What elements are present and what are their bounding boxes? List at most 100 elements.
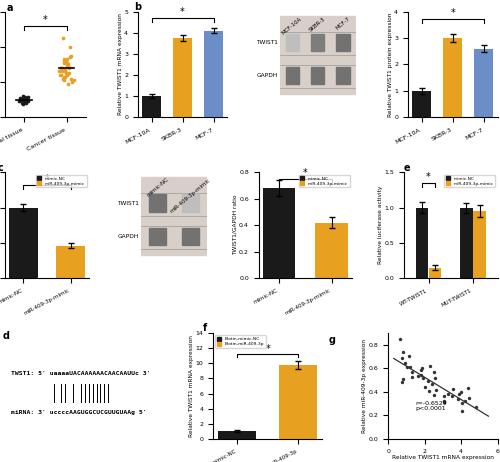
Point: [454, 395, 462, 402]
Bar: [336, 34, 349, 51]
Text: *: *: [266, 344, 270, 353]
Point: [418, 364, 426, 371]
Point: [458, 408, 466, 415]
Point: [60, 55, 68, 63]
Point: [424, 377, 432, 384]
Point: [68, 79, 76, 86]
Point: [24, 93, 32, 101]
Point: [408, 369, 416, 376]
Text: SKBR-3: SKBR-3: [308, 16, 327, 33]
Bar: [280, 365, 318, 439]
Bar: [280, 16, 355, 94]
Point: [61, 68, 69, 75]
Point: [22, 95, 30, 103]
Point: [62, 57, 70, 65]
Bar: [56, 246, 85, 278]
Point: [20, 95, 28, 102]
Point: [22, 96, 30, 103]
Text: g: g: [328, 335, 335, 345]
Text: MCF-7: MCF-7: [335, 16, 351, 31]
Point: [440, 398, 448, 405]
Bar: [429, 267, 442, 278]
Bar: [149, 227, 166, 245]
Point: [18, 99, 25, 107]
Bar: [263, 188, 296, 278]
Bar: [316, 223, 348, 278]
Bar: [474, 49, 494, 117]
Bar: [416, 207, 428, 278]
Point: [16, 94, 24, 101]
Bar: [218, 432, 256, 439]
Y-axis label: Relative TWIST1 protein expression: Relative TWIST1 protein expression: [388, 12, 392, 116]
Bar: [141, 177, 206, 255]
Point: [418, 374, 426, 382]
Y-axis label: TWIST1/GAPDH ratio: TWIST1/GAPDH ratio: [232, 195, 237, 255]
Point: [399, 375, 407, 382]
Point: [15, 97, 23, 105]
Bar: [336, 67, 349, 84]
Point: [18, 100, 26, 107]
Point: [60, 73, 68, 80]
Legend: mimic-NC, miR-409-3p-mimic: mimic-NC, miR-409-3p-mimic: [36, 175, 87, 188]
Text: TWIST1: TWIST1: [116, 201, 138, 206]
Bar: [182, 195, 198, 212]
Bar: [443, 38, 462, 117]
Bar: [142, 96, 161, 117]
Text: f: f: [204, 323, 208, 333]
Point: [62, 66, 70, 73]
Point: [66, 54, 74, 61]
Point: [440, 397, 448, 405]
Point: [422, 384, 430, 391]
Text: *: *: [450, 8, 455, 18]
Point: [465, 394, 473, 401]
Text: d: d: [2, 331, 9, 341]
Point: [55, 68, 63, 75]
Point: [430, 392, 438, 399]
Y-axis label: Relative TWIST1 mRNA expression: Relative TWIST1 mRNA expression: [118, 13, 122, 116]
Point: [402, 364, 410, 371]
Point: [406, 353, 413, 360]
Legend: mimic-NC, miR-409-3p-mimic: mimic-NC, miR-409-3p-mimic: [444, 175, 496, 188]
Text: *: *: [43, 15, 48, 25]
Text: a: a: [6, 3, 13, 13]
Legend: Biotin-mimic-NC, Biotin-miR-409-3p: Biotin-mimic-NC, Biotin-miR-409-3p: [216, 335, 266, 348]
Bar: [311, 34, 324, 51]
Point: [396, 335, 404, 343]
Bar: [149, 195, 166, 212]
Point: [20, 97, 28, 104]
Bar: [286, 67, 299, 84]
Point: [60, 34, 68, 42]
Point: [58, 68, 66, 75]
Text: *: *: [44, 174, 50, 183]
Point: [398, 355, 406, 362]
Point: [62, 66, 70, 73]
Point: [414, 372, 422, 379]
Point: [448, 392, 456, 400]
Point: [63, 62, 71, 70]
Point: [432, 386, 440, 394]
Point: [63, 61, 71, 68]
X-axis label: Relative TWIST1 mRNA expression: Relative TWIST1 mRNA expression: [392, 455, 494, 460]
Point: [461, 397, 469, 404]
Text: TWIST1: TWIST1: [256, 40, 278, 45]
Point: [432, 374, 440, 382]
Point: [19, 96, 27, 103]
Point: [408, 373, 416, 380]
Point: [19, 98, 27, 105]
Legend: mimic-NC, miR-409-3p-mimic: mimic-NC, miR-409-3p-mimic: [298, 175, 350, 188]
Point: [70, 77, 78, 84]
Point: [66, 75, 74, 82]
Text: GAPDH: GAPDH: [256, 73, 278, 78]
Point: [58, 75, 66, 82]
Point: [24, 98, 32, 105]
Point: [58, 64, 66, 72]
Point: [62, 70, 70, 77]
Bar: [460, 207, 472, 278]
Text: r=-0.6529
p<0.0001: r=-0.6529 p<0.0001: [416, 401, 448, 411]
Y-axis label: Relative luciferase activity: Relative luciferase activity: [378, 186, 384, 264]
Point: [448, 386, 456, 393]
Y-axis label: Relative TWIST1 mRNA expression: Relative TWIST1 mRNA expression: [189, 335, 194, 437]
Text: MCF-10A: MCF-10A: [282, 16, 303, 36]
Text: TWST1: 5' uaaaaUACAAAAAACAACAAUUc 3': TWST1: 5' uaaaaUACAAAAAACAACAAUUc 3': [10, 371, 150, 376]
Point: [60, 57, 68, 65]
